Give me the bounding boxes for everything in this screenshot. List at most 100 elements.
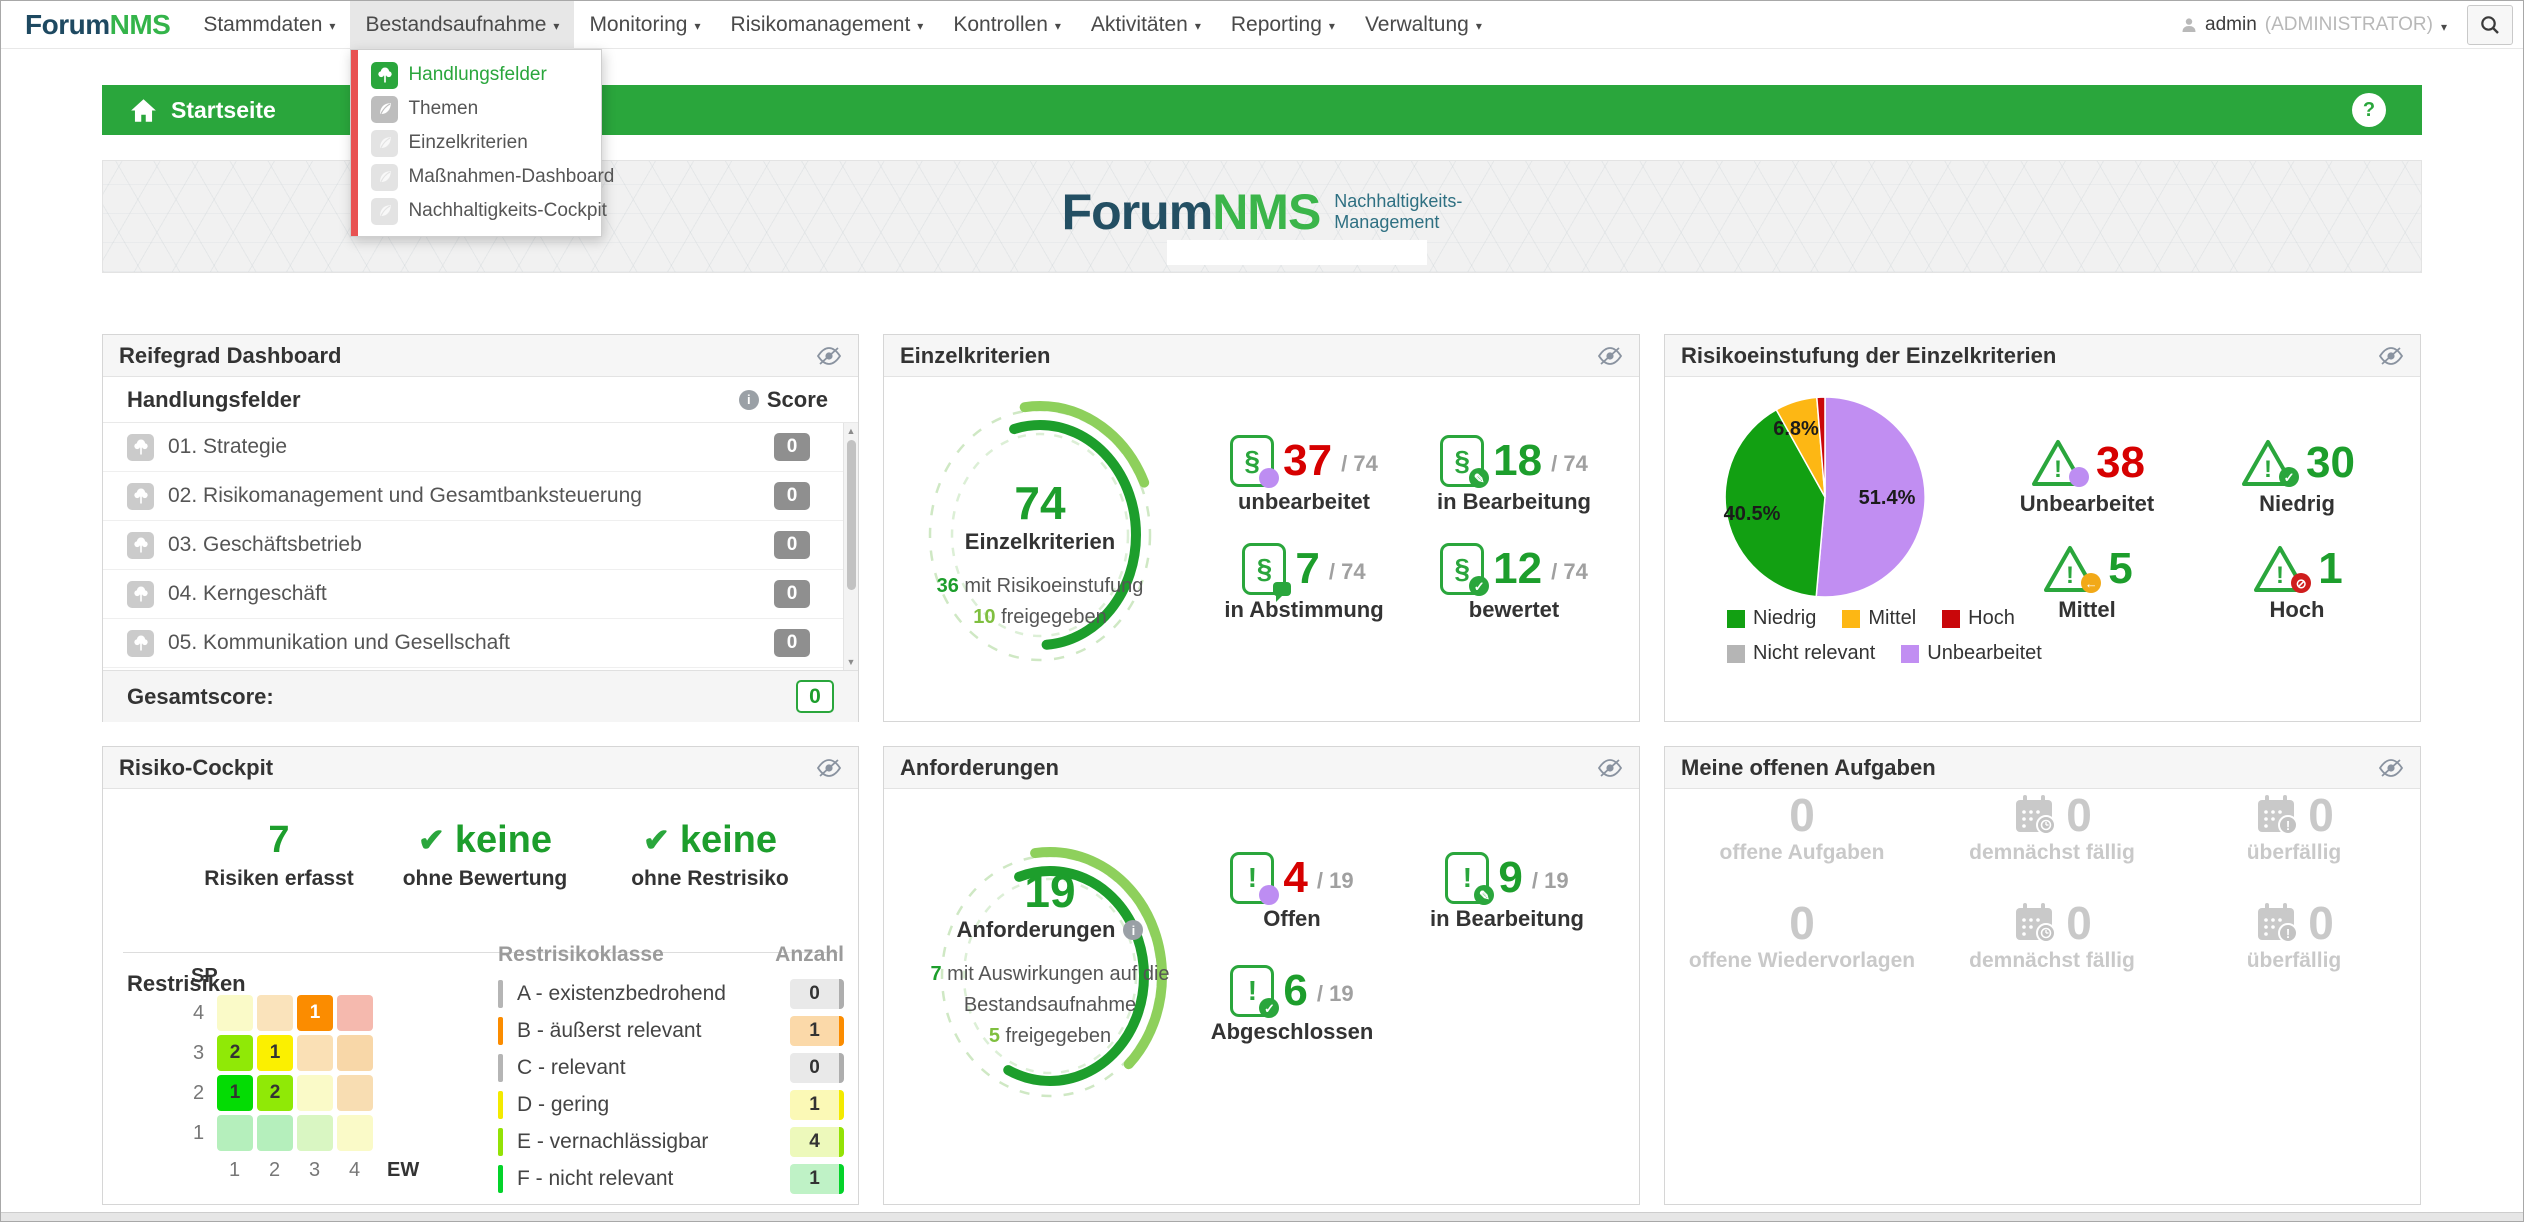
table-row: C - relevant 0 xyxy=(498,1049,844,1086)
card-risikoeinstufung: Risikoeinstufung der Einzelkriterien 6.8… xyxy=(1664,334,2421,722)
calendar-clock-icon xyxy=(2016,795,2057,835)
card-header: Meine offenen Aufgaben xyxy=(1665,747,2420,789)
gesamtscore-footer: Gesamtscore: 0 xyxy=(103,670,858,722)
class-color-stripe xyxy=(498,1053,503,1082)
pencil-badge-icon: ✎ xyxy=(1469,468,1490,488)
calendar-clock-icon xyxy=(2016,903,2057,943)
list-item-kerngeschaeft[interactable]: 04. Kerngeschäft 0 xyxy=(103,570,858,619)
matrix-cell xyxy=(337,1115,373,1151)
matrix-cell xyxy=(297,1075,333,1111)
pie-label-unbearbeitet: 51.4% xyxy=(1858,487,1916,509)
navbar: Forum NMS Stammdaten ▾ Bestandsaufnahme ▾ H… xyxy=(1,1,2523,237)
page-title: Startseite xyxy=(171,96,276,123)
banner-tagline: Nachhaltigkeits- Management xyxy=(1334,191,1463,232)
help-button[interactable]: ? xyxy=(2352,93,2386,127)
stat-ohne-bewertung: ✔ keine ohne Bewertung xyxy=(402,819,568,890)
hide-widget-icon[interactable] xyxy=(2378,757,2404,779)
scroll-down-icon[interactable]: ▼ xyxy=(846,657,856,667)
nav-item-kontrollen[interactable]: Kontrollen ▾ xyxy=(953,12,1061,36)
hide-widget-icon[interactable] xyxy=(2378,345,2404,367)
gesamtscore-badge: 0 xyxy=(796,680,834,713)
warning-triangle-icon: ! ← xyxy=(2041,543,2102,595)
dropdown-accent-bar xyxy=(351,50,359,236)
tree-icon xyxy=(127,580,154,608)
table-row: E - vernachlässigbar 4 xyxy=(498,1123,844,1160)
caret-down-icon: ▾ xyxy=(329,19,336,33)
count-badge: 1 xyxy=(790,1089,844,1120)
dropdown-item-themen[interactable]: Themen xyxy=(351,92,601,126)
info-icon[interactable]: i xyxy=(738,389,759,410)
svg-text:!: ! xyxy=(2276,562,2284,589)
matrix-cell: 1 xyxy=(257,1035,293,1071)
matrix-cell xyxy=(217,1115,253,1151)
user-role: (ADMINISTRATOR) xyxy=(2264,14,2433,35)
dropdown-item-massnahmen-dashboard[interactable]: Maßnahmen-Dashboard xyxy=(351,160,614,194)
exclamation-icon: ! ✓ xyxy=(1230,965,1280,1018)
nav-item-monitoring[interactable]: Monitoring ▾ xyxy=(589,12,701,36)
stat-risiken-erfasst: 7 Risiken erfasst xyxy=(204,819,354,890)
svg-text:!: ! xyxy=(2286,818,2290,833)
count-badge: 1 xyxy=(790,1015,844,1046)
matrix-cell xyxy=(337,1075,373,1111)
warning-triangle-icon: ! xyxy=(2029,437,2090,489)
check-icon: ✔ xyxy=(643,822,670,858)
open-dot-badge xyxy=(1259,885,1280,905)
exclamation-icon: ! xyxy=(1230,852,1280,905)
card-title: Meine offenen Aufgaben xyxy=(1681,754,1936,780)
user-menu[interactable]: admin (ADMINISTRATOR) ▾ xyxy=(2181,1,2447,49)
info-icon[interactable]: i xyxy=(1123,920,1144,940)
paragraph-icon: § ✓ xyxy=(1440,543,1490,596)
stat-in-abstimmung: § 7 / 74 in Abstimmung xyxy=(1224,543,1384,622)
app-logo[interactable]: Forum NMS xyxy=(1,1,188,48)
nav-item-risikomanagement[interactable]: Risikomanagement ▾ xyxy=(730,12,924,36)
card-einzelkriterien: Einzelkriterien 74 Einzelkriterien 36 mi… xyxy=(883,334,1640,722)
hide-widget-icon[interactable] xyxy=(816,757,842,779)
arrow-badge-icon: ← xyxy=(2081,573,2102,593)
card-title: Risiko-Cockpit xyxy=(119,754,274,780)
risk-matrix: 1 2 1 1 2 xyxy=(217,995,373,1151)
stat-demnaechst-faellig-2: 0 demnächst fällig xyxy=(1969,897,2135,972)
leaf-icon xyxy=(371,129,399,157)
stat-in-bearbeitung: ! ✎ 9 / 19 in Bearbeitung xyxy=(1429,852,1584,931)
speech-bubble-badge-icon xyxy=(1273,582,1292,602)
list-item-geschaeftsbetrieb[interactable]: 03. Geschäftsbetrieb 0 xyxy=(103,521,858,570)
banner-logo-part1: Forum xyxy=(1061,184,1214,240)
caret-down-icon: ▾ xyxy=(1328,19,1335,33)
total-count: 19 xyxy=(1024,865,1076,917)
hide-widget-icon[interactable] xyxy=(816,345,842,367)
nav-item-reporting[interactable]: Reporting ▾ xyxy=(1230,12,1335,36)
nav-item-verwaltung[interactable]: Verwaltung ▾ xyxy=(1364,12,1482,36)
svg-text:!: ! xyxy=(2286,926,2290,941)
legend-unbearbeitet: Unbearbeitet xyxy=(1901,642,2042,665)
legend-niedrig: Niedrig xyxy=(1727,607,1816,630)
count-badge: 4 xyxy=(790,1126,844,1157)
nav-item-aktivitaeten[interactable]: Aktivitäten ▾ xyxy=(1090,12,1201,36)
legend-swatch xyxy=(1901,644,1920,663)
home-icon xyxy=(130,98,157,123)
stat-demnaechst-faellig-1: 0 demnächst fällig xyxy=(1969,789,2135,864)
stat-in-bearbeitung: § ✎ 18 / 74 in Bearbeitung xyxy=(1436,435,1591,514)
caret-down-icon: ▾ xyxy=(1475,19,1482,33)
total-label: Anforderungen xyxy=(956,917,1116,942)
list-item-strategie[interactable]: 01. Strategie 0 xyxy=(103,423,858,472)
nav-item-bestandsaufnahme[interactable]: Bestandsaufnahme ▾ Handlungsfelder Themen xyxy=(350,1,614,237)
card-header: Einzelkriterien xyxy=(884,335,1639,377)
hide-widget-icon[interactable] xyxy=(1597,757,1623,779)
hide-widget-icon[interactable] xyxy=(1597,345,1623,367)
nav-item-stammdaten[interactable]: Stammdaten ▾ xyxy=(203,12,336,36)
dropdown-item-handlungsfelder[interactable]: Handlungsfelder xyxy=(351,58,601,92)
dropdown-item-einzelkriterien[interactable]: Einzelkriterien xyxy=(351,126,601,160)
open-dot-badge xyxy=(2069,467,2090,487)
scroll-up-icon[interactable]: ▲ xyxy=(846,426,856,436)
caret-down-icon: ▾ xyxy=(694,19,701,33)
list-item-kommunikation[interactable]: 05. Kommunikation und Gesellschaft 0 xyxy=(103,619,858,668)
restrisiken-heading: Restrisiken xyxy=(127,971,246,996)
card-risiko-cockpit: Risiko-Cockpit 7 Risiken erfasst ✔ keine … xyxy=(102,746,859,1205)
dropdown-item-nachhaltigkeits-cockpit[interactable]: Nachhaltigkeits-Cockpit xyxy=(351,194,607,228)
caret-down-icon: ▾ xyxy=(2440,19,2447,34)
search-button[interactable] xyxy=(2467,5,2513,45)
scrollbar[interactable]: ▲ ▼ xyxy=(843,423,858,670)
legend-nicht-relevant: Nicht relevant xyxy=(1727,642,1875,665)
list-item-risikomanagement[interactable]: 02. Risikomanagement und Gesamtbanksteue… xyxy=(103,472,858,521)
scrollbar-thumb[interactable] xyxy=(847,440,856,590)
